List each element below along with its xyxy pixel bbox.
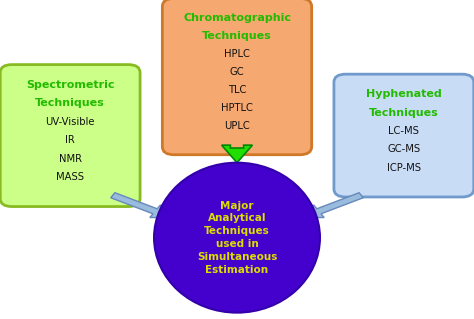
- FancyArrow shape: [111, 193, 172, 218]
- FancyBboxPatch shape: [162, 0, 311, 155]
- Text: Spectrometric: Spectrometric: [26, 80, 114, 90]
- Text: GC-MS: GC-MS: [387, 145, 420, 154]
- Text: Techniques: Techniques: [202, 31, 272, 41]
- Text: Major
Analytical
Techniques
used in
Simultaneous
Estimation: Major Analytical Techniques used in Simu…: [197, 201, 277, 275]
- Text: HPTLC: HPTLC: [221, 103, 253, 113]
- FancyArrow shape: [221, 145, 252, 163]
- Text: Hyphenated: Hyphenated: [366, 89, 442, 99]
- Text: Techniques: Techniques: [369, 108, 439, 117]
- Text: ICP-MS: ICP-MS: [387, 163, 421, 173]
- FancyBboxPatch shape: [0, 65, 140, 207]
- Text: GC: GC: [230, 67, 244, 77]
- Text: UPLC: UPLC: [224, 121, 250, 131]
- Text: HPLC: HPLC: [224, 49, 250, 59]
- Text: MASS: MASS: [56, 172, 84, 182]
- Text: TLC: TLC: [228, 85, 246, 95]
- FancyBboxPatch shape: [334, 74, 474, 197]
- Text: Techniques: Techniques: [35, 98, 105, 108]
- Text: NMR: NMR: [59, 154, 82, 164]
- Ellipse shape: [154, 163, 320, 313]
- Text: UV-Visible: UV-Visible: [46, 117, 95, 127]
- Text: IR: IR: [65, 135, 75, 145]
- Text: Chromatographic: Chromatographic: [183, 13, 291, 23]
- FancyArrow shape: [302, 193, 363, 218]
- Text: LC-MS: LC-MS: [388, 126, 419, 136]
